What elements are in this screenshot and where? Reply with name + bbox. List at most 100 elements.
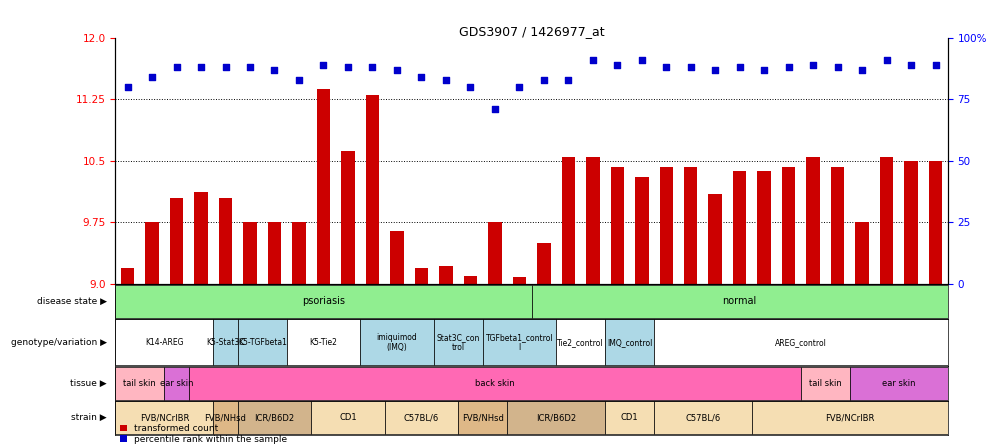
Point [364, 64, 380, 71]
Text: back skin: back skin [475, 379, 514, 388]
Point [241, 64, 258, 71]
Bar [433, 320, 482, 365]
Point [192, 64, 208, 71]
Point [608, 61, 624, 68]
Bar [585, 157, 599, 284]
Text: K5-TGFbeta1: K5-TGFbeta1 [237, 338, 287, 347]
Bar [707, 194, 721, 284]
Bar [439, 266, 452, 284]
Point [413, 74, 429, 81]
Point [535, 76, 551, 83]
Text: Tie2_control: Tie2_control [557, 338, 603, 347]
Bar [801, 367, 849, 400]
Title: GDS3907 / 1426977_at: GDS3907 / 1426977_at [458, 25, 604, 38]
Bar [243, 222, 257, 284]
Point [927, 61, 943, 68]
Bar [341, 151, 355, 284]
Point [854, 66, 870, 73]
Text: genotype/variation ▶: genotype/variation ▶ [11, 338, 107, 347]
Point [560, 76, 576, 83]
Bar [311, 401, 385, 434]
Text: FVB/NHsd: FVB/NHsd [204, 413, 246, 422]
Bar [531, 285, 947, 318]
Bar [317, 89, 330, 284]
Point [805, 61, 821, 68]
Point [682, 64, 698, 71]
Point [633, 56, 649, 63]
Bar [849, 367, 947, 400]
Point [706, 66, 722, 73]
Text: strain ▶: strain ▶ [71, 413, 107, 422]
Text: ICR/B6D2: ICR/B6D2 [255, 413, 295, 422]
Point [291, 76, 307, 83]
Legend: transformed count, percentile rank within the sample: transformed count, percentile rank withi… [120, 424, 288, 444]
Text: C57BL/6: C57BL/6 [404, 413, 439, 422]
Bar [752, 401, 947, 434]
Bar [610, 167, 623, 284]
Point [829, 64, 845, 71]
Point [756, 66, 772, 73]
Bar [213, 320, 237, 365]
Bar [287, 320, 360, 365]
Bar [237, 401, 311, 434]
Text: AREG_control: AREG_control [775, 338, 826, 347]
Text: Stat3C_con
trol: Stat3C_con trol [436, 333, 479, 352]
Bar [732, 171, 745, 284]
Bar [458, 401, 507, 434]
Bar [292, 222, 306, 284]
Bar [385, 401, 458, 434]
Bar [463, 276, 477, 284]
Bar [237, 320, 287, 365]
Point [584, 56, 600, 63]
Point [462, 83, 478, 91]
Point [389, 66, 405, 73]
Bar [169, 198, 183, 284]
Bar [414, 268, 428, 284]
Point [315, 61, 331, 68]
Text: normal: normal [721, 296, 757, 306]
Bar [360, 320, 433, 365]
Text: tissue ▶: tissue ▶ [70, 379, 107, 388]
Text: TGFbeta1_control
l: TGFbeta1_control l [485, 333, 553, 352]
Bar [120, 268, 134, 284]
Bar [482, 320, 555, 365]
Point [486, 106, 502, 113]
Bar [757, 171, 771, 284]
Bar [145, 222, 158, 284]
Bar [782, 167, 795, 284]
Bar [653, 401, 752, 434]
Point [878, 56, 894, 63]
Bar [488, 222, 501, 284]
Text: K5-Tie2: K5-Tie2 [310, 338, 337, 347]
Point [267, 66, 283, 73]
Text: FVB/NCrIBR: FVB/NCrIBR [825, 413, 874, 422]
Bar [115, 401, 213, 434]
Bar [512, 277, 526, 284]
Point [119, 83, 135, 91]
Bar [855, 222, 868, 284]
Text: imiquimod
(IMQ): imiquimod (IMQ) [376, 333, 417, 352]
Bar [904, 161, 917, 284]
Bar [366, 95, 379, 284]
Bar [555, 320, 604, 365]
Point [217, 64, 233, 71]
Point [780, 64, 796, 71]
Bar [164, 367, 188, 400]
Text: tail skin: tail skin [123, 379, 156, 388]
Bar [268, 222, 281, 284]
Point [902, 61, 918, 68]
Point [168, 64, 184, 71]
Bar [218, 198, 232, 284]
Bar [536, 243, 550, 284]
Bar [604, 401, 653, 434]
Bar [115, 320, 213, 365]
Bar [683, 167, 696, 284]
Text: K5-Stat3C: K5-Stat3C [206, 338, 244, 347]
Text: psoriasis: psoriasis [302, 296, 345, 306]
Bar [604, 320, 653, 365]
Text: ear skin: ear skin [159, 379, 193, 388]
Text: C57BL/6: C57BL/6 [684, 413, 719, 422]
Point [340, 64, 356, 71]
Text: disease state ▶: disease state ▶ [37, 297, 107, 306]
Bar [561, 157, 574, 284]
